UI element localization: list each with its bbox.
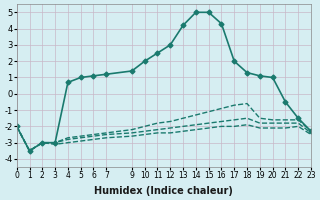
X-axis label: Humidex (Indice chaleur): Humidex (Indice chaleur) xyxy=(94,186,233,196)
